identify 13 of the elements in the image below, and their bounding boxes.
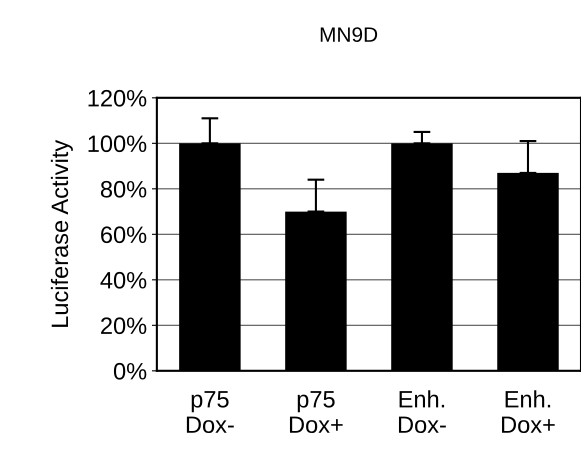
y-tick-label: 20% bbox=[101, 317, 146, 334]
x-tick-label: Enh. Dox- bbox=[398, 390, 446, 434]
x-tick-label: p75 Dox- bbox=[186, 391, 234, 434]
y-tick-label: 120% bbox=[88, 90, 146, 107]
y-tick-label: 0% bbox=[114, 362, 146, 380]
y-tick-label: 100% bbox=[88, 135, 146, 152]
y-axis-title: Luciferase Activity bbox=[50, 140, 73, 327]
x-tick-label: Enh. Dox+ bbox=[502, 390, 555, 434]
x-tick-label: p75 Dox+ bbox=[290, 391, 343, 434]
y-tick-label: 40% bbox=[100, 272, 146, 289]
y-tick-label: 60% bbox=[101, 226, 146, 244]
y-tick-label: 80% bbox=[100, 180, 146, 198]
chart-title: MN9D bbox=[320, 27, 378, 42]
